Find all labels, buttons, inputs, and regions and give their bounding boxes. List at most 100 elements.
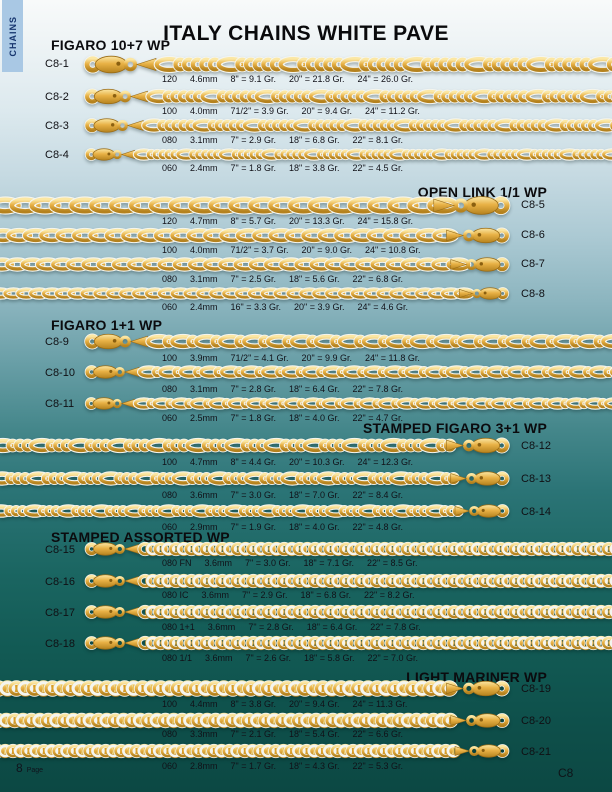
spec-weight: 20" = 13.3 Gr.: [289, 216, 345, 226]
spec-mm: 4.7mm: [190, 457, 218, 467]
chain-image: [84, 333, 612, 350]
spec-size: 080 IC: [162, 590, 189, 600]
spec-weight: 22" = 6.8 Gr.: [352, 274, 403, 284]
chain-image: [0, 287, 510, 300]
chain-image: [84, 397, 612, 410]
spec-weight: 22" = 7.8 Gr.: [352, 384, 403, 394]
item-code: C8-17: [45, 607, 75, 619]
spec-weight: 7" = 1.8 Gr.: [230, 163, 277, 173]
spec-weight: 22" = 4.5 Gr.: [352, 163, 403, 173]
spec-line: 120 4.7mm 8" = 5.7 Gr. 20" = 13.3 Gr. 24" = …: [162, 216, 413, 226]
item-code: C8-19: [521, 683, 551, 695]
spec-size: 080 1/1: [162, 653, 193, 663]
spec-weight: 8" = 4.4 Gr.: [230, 457, 277, 467]
section-header: FIGARO 10+7 WP: [51, 37, 171, 53]
section-header: STAMPED ASSORTED WP: [51, 529, 230, 545]
spec-mm: 3.1mm: [190, 274, 218, 284]
spec-weight: 18" = 4.0 Gr.: [289, 413, 340, 423]
spec-line: 100 3.9mm 71/2" = 4.1 Gr. 20" = 9.9 Gr. 24" …: [162, 353, 420, 363]
spec-weight: 22" = 8.4 Gr.: [352, 490, 403, 500]
spec-size: 080: [162, 490, 178, 500]
item-code: C8-8: [521, 288, 545, 300]
spec-weight: 18" = 4.0 Gr.: [289, 522, 340, 532]
spec-line: 080 3.6mm 7" = 3.0 Gr. 18" = 7.0 Gr. 22" = 8…: [162, 490, 403, 500]
spec-mm: 3.6mm: [205, 653, 233, 663]
spec-line: 120 4.6mm 8" = 9.1 Gr. 20" = 21.8 Gr. 24" = …: [162, 74, 413, 84]
spec-weight: 22" = 4.7 Gr.: [352, 413, 403, 423]
page-number-value: 8: [16, 761, 23, 775]
spec-weight: 8" = 9.1 Gr.: [230, 74, 277, 84]
spec-weight: 18" = 5.4 Gr.: [289, 729, 340, 739]
chain-image: [83, 55, 612, 74]
item-code: C8-1: [45, 58, 69, 70]
spec-line: 080 3.1mm 7" = 2.8 Gr. 18" = 6.4 Gr. 22" = 7…: [162, 384, 403, 394]
item-code: C8-18: [45, 638, 75, 650]
spec-weight: 18" = 6.4 Gr.: [306, 622, 358, 632]
spec-line: 060 2.5mm 7" = 1.8 Gr. 18" = 4.0 Gr. 22" = 4…: [162, 413, 403, 423]
spec-mm: 3.6mm: [207, 622, 236, 632]
spec-mm: 2.4mm: [190, 302, 218, 312]
item-code: C8-15: [45, 544, 75, 556]
spec-weight: 24" = 10.8 Gr.: [365, 245, 421, 255]
spec-weight: 20" = 10.3 Gr.: [289, 457, 345, 467]
chain-image: [84, 635, 612, 651]
spec-weight: 7" = 2.1 Gr.: [230, 729, 277, 739]
chain-image: [84, 88, 612, 105]
spec-size: 100: [162, 699, 178, 709]
spec-weight: 71/2" = 4.1 Gr.: [230, 353, 289, 363]
chain-image: [84, 573, 612, 589]
spec-weight: 18" = 5.6 Gr.: [289, 274, 340, 284]
spec-weight: 18" = 4.3 Gr.: [289, 761, 340, 771]
item-code: C8-14: [521, 506, 551, 518]
spec-mm: 3.3mm: [190, 729, 218, 739]
spec-mm: 4.6mm: [190, 74, 218, 84]
chain-image: [0, 504, 510, 518]
item-code: C8-20: [521, 715, 551, 727]
spec-mm: 2.9mm: [190, 522, 218, 532]
spec-weight: 22" = 7.0 Gr.: [367, 653, 418, 663]
spec-weight: 18" = 5.8 Gr.: [304, 653, 355, 663]
spec-size: 080: [162, 729, 178, 739]
item-code: C8-11: [45, 398, 75, 410]
item-code: C8-10: [45, 367, 75, 379]
page-number-label: Page: [26, 767, 44, 774]
item-code: C8-7: [521, 258, 545, 270]
page-number: 8 Page: [16, 761, 43, 775]
chain-image: [0, 196, 511, 215]
spec-size: 060: [162, 522, 178, 532]
chains-side-tab: CHAINS: [2, 0, 23, 72]
spec-size: 120: [162, 74, 178, 84]
spec-line: 080 3.1mm 7" = 2.9 Gr. 18" = 6.8 Gr. 22" = 8…: [162, 135, 403, 145]
spec-weight: 8" = 5.7 Gr.: [230, 216, 277, 226]
spec-weight: 18" = 7.1 Gr.: [303, 558, 354, 568]
spec-mm: 3.6mm: [190, 490, 218, 500]
spec-weight: 20" = 9.4 Gr.: [289, 699, 340, 709]
spec-mm: 2.4mm: [190, 163, 218, 173]
spec-weight: 7" = 1.9 Gr.: [230, 522, 277, 532]
spec-weight: 18" = 7.0 Gr.: [289, 490, 340, 500]
spec-line: 080 3.1mm 7" = 2.5 Gr. 18" = 5.6 Gr. 22" = 6…: [162, 274, 403, 284]
spec-weight: 8" = 3.8 Gr.: [230, 699, 277, 709]
item-code: C8-3: [45, 120, 69, 132]
chain-image: [0, 257, 510, 272]
spec-size: 060: [162, 302, 178, 312]
spec-weight: 18" = 6.8 Gr.: [300, 590, 352, 600]
item-code: C8-12: [521, 440, 551, 452]
spec-weight: 71/2" = 3.9 Gr.: [230, 106, 289, 116]
spec-weight: 7" = 1.7 Gr.: [230, 761, 277, 771]
spec-weight: 22" = 8.5 Gr.: [367, 558, 418, 568]
section-header: OPEN LINK 1/1 WP: [417, 184, 547, 200]
spec-size: 060: [162, 163, 178, 173]
chain-image: [84, 365, 612, 379]
spec-weight: 24" = 11.8 Gr.: [365, 353, 420, 363]
spec-weight: 24" = 11.3 Gr.: [352, 699, 408, 709]
spec-weight: 24" = 26.0 Gr.: [357, 74, 413, 84]
spec-weight: 7" = 2.5 Gr.: [230, 274, 277, 284]
spec-size: 080 1+1: [162, 622, 195, 632]
spec-mm: 3.6mm: [204, 558, 233, 568]
spec-weight: 7" = 2.6 Gr.: [245, 653, 292, 663]
spec-weight: 20" = 9.0 Gr.: [301, 245, 353, 255]
spec-line: 060 2.4mm 16" = 3.3 Gr. 20" = 3.9 Gr. 24" = …: [162, 302, 408, 312]
item-code: C8-16: [45, 576, 75, 588]
